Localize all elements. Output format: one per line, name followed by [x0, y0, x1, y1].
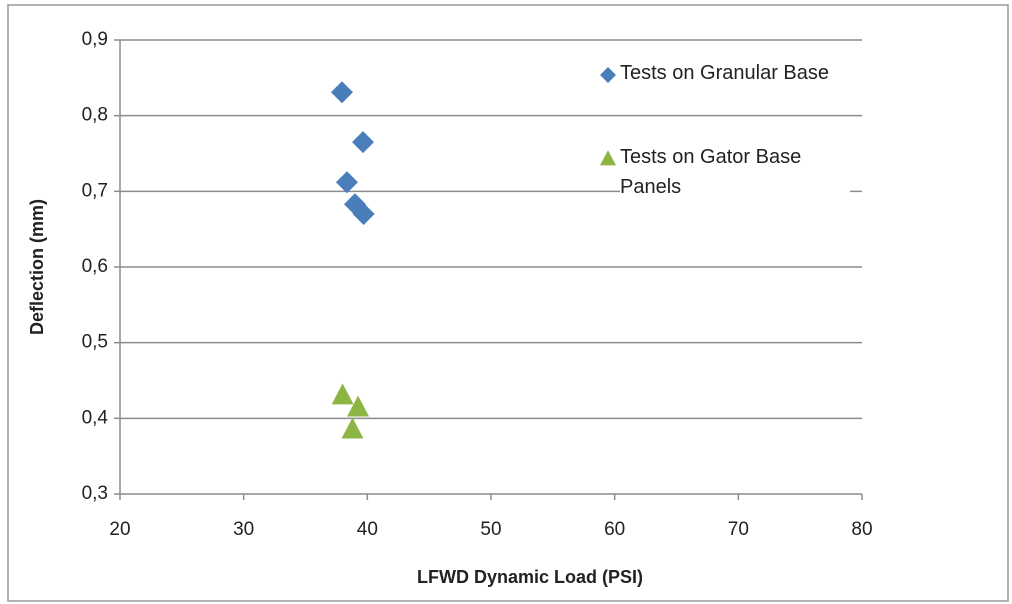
x-tick-label: 40 [357, 519, 378, 540]
y-tick-label: 0,9 [82, 29, 108, 50]
y-axis-title: Deflection (mm) [27, 199, 47, 335]
data-point [347, 395, 370, 417]
x-tick-label: 70 [728, 519, 749, 540]
chart-border [7, 4, 1009, 602]
x-tick-label: 60 [604, 519, 625, 540]
legend-label: Tests on Gator Base Panels [620, 142, 850, 202]
y-tick-label: 0,5 [82, 332, 108, 353]
y-tick-label: 0,7 [82, 180, 108, 201]
y-tick-label: 0,8 [82, 105, 108, 126]
x-axis-title: LFWD Dynamic Load (PSI) [417, 567, 643, 587]
data-point [330, 81, 353, 104]
y-tick-label: 0,3 [82, 483, 108, 504]
legend-marker [600, 67, 616, 83]
data-point [352, 131, 375, 154]
data-point [341, 417, 364, 439]
x-tick-label: 80 [851, 519, 872, 540]
data-point [331, 383, 354, 405]
legend-marker [600, 150, 616, 166]
legend-label: Tests on Granular Base [620, 58, 850, 88]
x-tick-label: 50 [480, 519, 501, 540]
x-tick-label: 30 [233, 519, 254, 540]
y-tick-label: 0,6 [82, 256, 108, 277]
data-point [335, 171, 358, 194]
data-point [352, 203, 375, 226]
x-tick-label: 20 [109, 519, 130, 540]
y-tick-label: 0,4 [82, 407, 109, 428]
